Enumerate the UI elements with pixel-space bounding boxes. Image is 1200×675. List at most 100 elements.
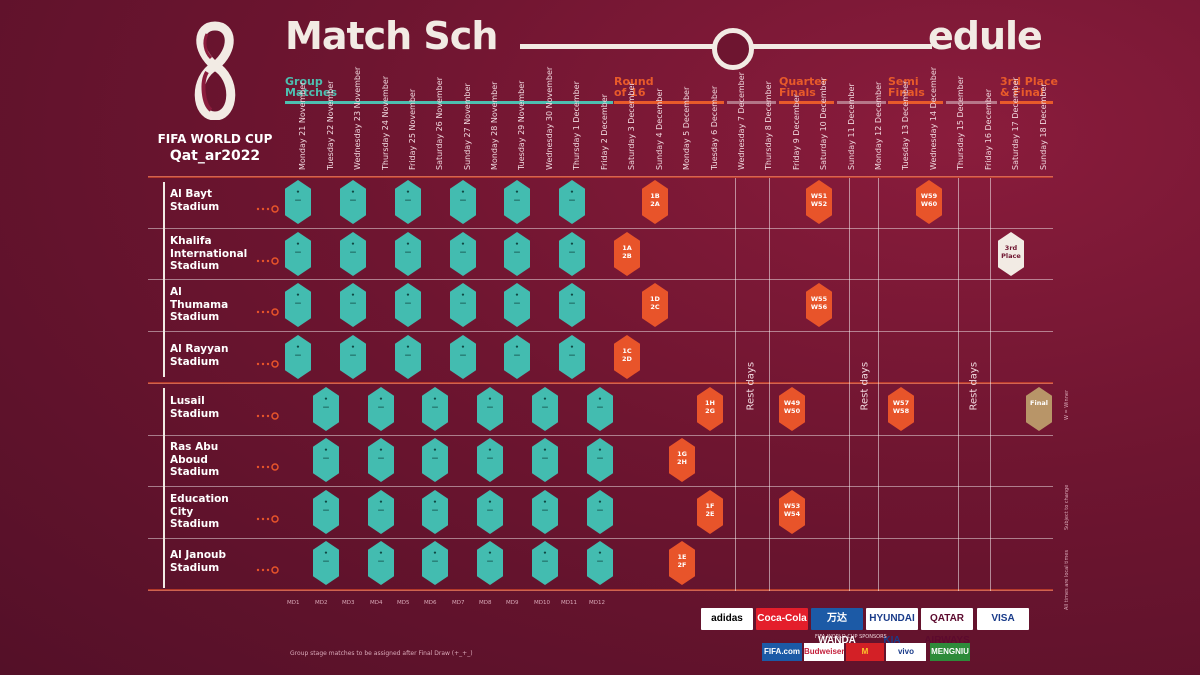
stadium-name: Education City Stadium: [170, 493, 229, 531]
group-match-hex[interactable]: • —: [368, 490, 394, 534]
date-header: Monday 12 December: [865, 82, 891, 170]
match-divider: —: [541, 454, 549, 462]
group-match-hex[interactable]: • —: [422, 541, 448, 585]
stadium-name-line: Al Janoub: [170, 549, 227, 561]
group-match-hex[interactable]: • —: [559, 335, 585, 379]
group-match-hex[interactable]: • —: [368, 541, 394, 585]
group-match-hex[interactable]: • —: [477, 438, 503, 482]
date-text: Friday 25 November: [408, 88, 417, 170]
group-match-hex[interactable]: • —: [395, 180, 421, 224]
phase-label-line-2: Finals: [888, 86, 925, 99]
knockout-match-hex[interactable]: W53 W54: [779, 490, 805, 534]
sponsor-logo: QATAR AIRWAYS: [921, 608, 973, 646]
group-match-hex[interactable]: • —: [532, 438, 558, 482]
match-team-1: 1A: [622, 244, 632, 252]
group-match-hex[interactable]: • —: [504, 283, 530, 327]
knockout-match-hex[interactable]: W51 W52: [806, 180, 832, 224]
group-match-hex[interactable]: • —: [450, 283, 476, 327]
knockout-match-hex[interactable]: 1B 2A: [642, 180, 668, 224]
group-match-hex[interactable]: • —: [559, 232, 585, 276]
group-match-hex[interactable]: • —: [313, 438, 339, 482]
group-match-hex[interactable]: • —: [395, 335, 421, 379]
group-match-hex[interactable]: • —: [340, 335, 366, 379]
knockout-match-hex[interactable]: 1C 2D: [614, 335, 640, 379]
match-number: •: [597, 395, 603, 403]
group-match-hex[interactable]: • —: [422, 387, 448, 431]
sponsor-logo: 万达 WANDA: [811, 608, 863, 646]
group-match-hex[interactable]: • —: [504, 180, 530, 224]
group-match-hex[interactable]: • —: [340, 283, 366, 327]
match-number: •: [569, 188, 575, 196]
match-divider: —: [431, 454, 439, 462]
group-match-hex[interactable]: • —: [450, 232, 476, 276]
group-match-hex[interactable]: • —: [285, 283, 311, 327]
group-match-hex[interactable]: • —: [477, 541, 503, 585]
group-match-hex[interactable]: • —: [422, 490, 448, 534]
match-number: •: [295, 188, 301, 196]
matchday-code: MD1: [287, 600, 300, 606]
group-match-hex[interactable]: • —: [368, 438, 394, 482]
group-match-hex[interactable]: • —: [587, 541, 613, 585]
knockout-match-hex[interactable]: 1F 2E: [697, 490, 723, 534]
group-match-hex[interactable]: • —: [368, 387, 394, 431]
group-match-hex[interactable]: • —: [587, 438, 613, 482]
group-match-hex[interactable]: • —: [450, 180, 476, 224]
group-match-hex[interactable]: • —: [395, 283, 421, 327]
matchday-code: MD12: [589, 600, 605, 606]
knockout-match-hex[interactable]: 1A 2B: [614, 232, 640, 276]
group-match-hex[interactable]: • —: [285, 335, 311, 379]
match-divider: —: [568, 248, 576, 256]
matchday-code: MD5: [397, 600, 410, 606]
group-match-hex[interactable]: • —: [285, 180, 311, 224]
group-match-hex[interactable]: • —: [477, 490, 503, 534]
date-text: Sunday 4 December: [655, 88, 664, 170]
group-match-hex[interactable]: • —: [559, 180, 585, 224]
date-header: Friday 9 December: [783, 94, 809, 170]
group-match-hex[interactable]: • —: [313, 387, 339, 431]
group-match-hex[interactable]: • —: [532, 490, 558, 534]
group-match-hex[interactable]: • —: [587, 387, 613, 431]
knockout-match-hex[interactable]: W49 W50: [779, 387, 805, 431]
match-divider: —: [541, 557, 549, 565]
knockout-match-hex[interactable]: W57 W58: [888, 387, 914, 431]
knockout-match-hex[interactable]: W59 W60: [916, 180, 942, 224]
group-match-hex[interactable]: • —: [340, 232, 366, 276]
match-divider: —: [541, 506, 549, 514]
knockout-match-hex[interactable]: 1G 2H: [669, 438, 695, 482]
group-match-hex[interactable]: • —: [313, 541, 339, 585]
knockout-match-hex[interactable]: 1H 2G: [697, 387, 723, 431]
knockout-match-hex[interactable]: 1E 2F: [669, 541, 695, 585]
sponsor-logo-small: FIFA.com: [762, 643, 802, 661]
group-match-hex[interactable]: • —: [587, 490, 613, 534]
group-match-hex[interactable]: • —: [504, 335, 530, 379]
group-match-hex[interactable]: • —: [504, 232, 530, 276]
group-match-hex[interactable]: • —: [340, 180, 366, 224]
match-number: •: [460, 291, 466, 299]
group-match-hex[interactable]: • —: [532, 387, 558, 431]
group-match-hex[interactable]: • —: [450, 335, 476, 379]
date-text: Thursday 15 December: [956, 76, 965, 170]
knockout-match-hex[interactable]: 1D 2C: [642, 283, 668, 327]
group-match-hex[interactable]: • —: [313, 490, 339, 534]
date-text: Sunday 18 December: [1039, 83, 1048, 170]
knockout-match-hex[interactable]: Final: [1026, 387, 1052, 431]
match-divider: —: [322, 557, 330, 565]
match-number: •: [378, 498, 384, 506]
match-divider: —: [486, 454, 494, 462]
match-divider: —: [596, 557, 604, 565]
group-match-hex[interactable]: • —: [422, 438, 448, 482]
match-divider: —: [404, 299, 412, 307]
group-match-hex[interactable]: • —: [532, 541, 558, 585]
group-match-hex[interactable]: • —: [395, 232, 421, 276]
match-divider: —: [404, 351, 412, 359]
group-match-hex[interactable]: • —: [559, 283, 585, 327]
phase-label-line-2: Matches: [285, 86, 337, 99]
group-match-hex[interactable]: • —: [285, 232, 311, 276]
knockout-match-hex[interactable]: 3rd Place: [998, 232, 1024, 276]
stadium-name-line: Al Rayyan: [170, 343, 229, 355]
match-number: •: [460, 343, 466, 351]
group-match-hex[interactable]: • —: [477, 387, 503, 431]
knockout-match-hex[interactable]: W55 W56: [806, 283, 832, 327]
sponsor-logo-small: M: [846, 643, 884, 661]
match-divider: —: [294, 351, 302, 359]
